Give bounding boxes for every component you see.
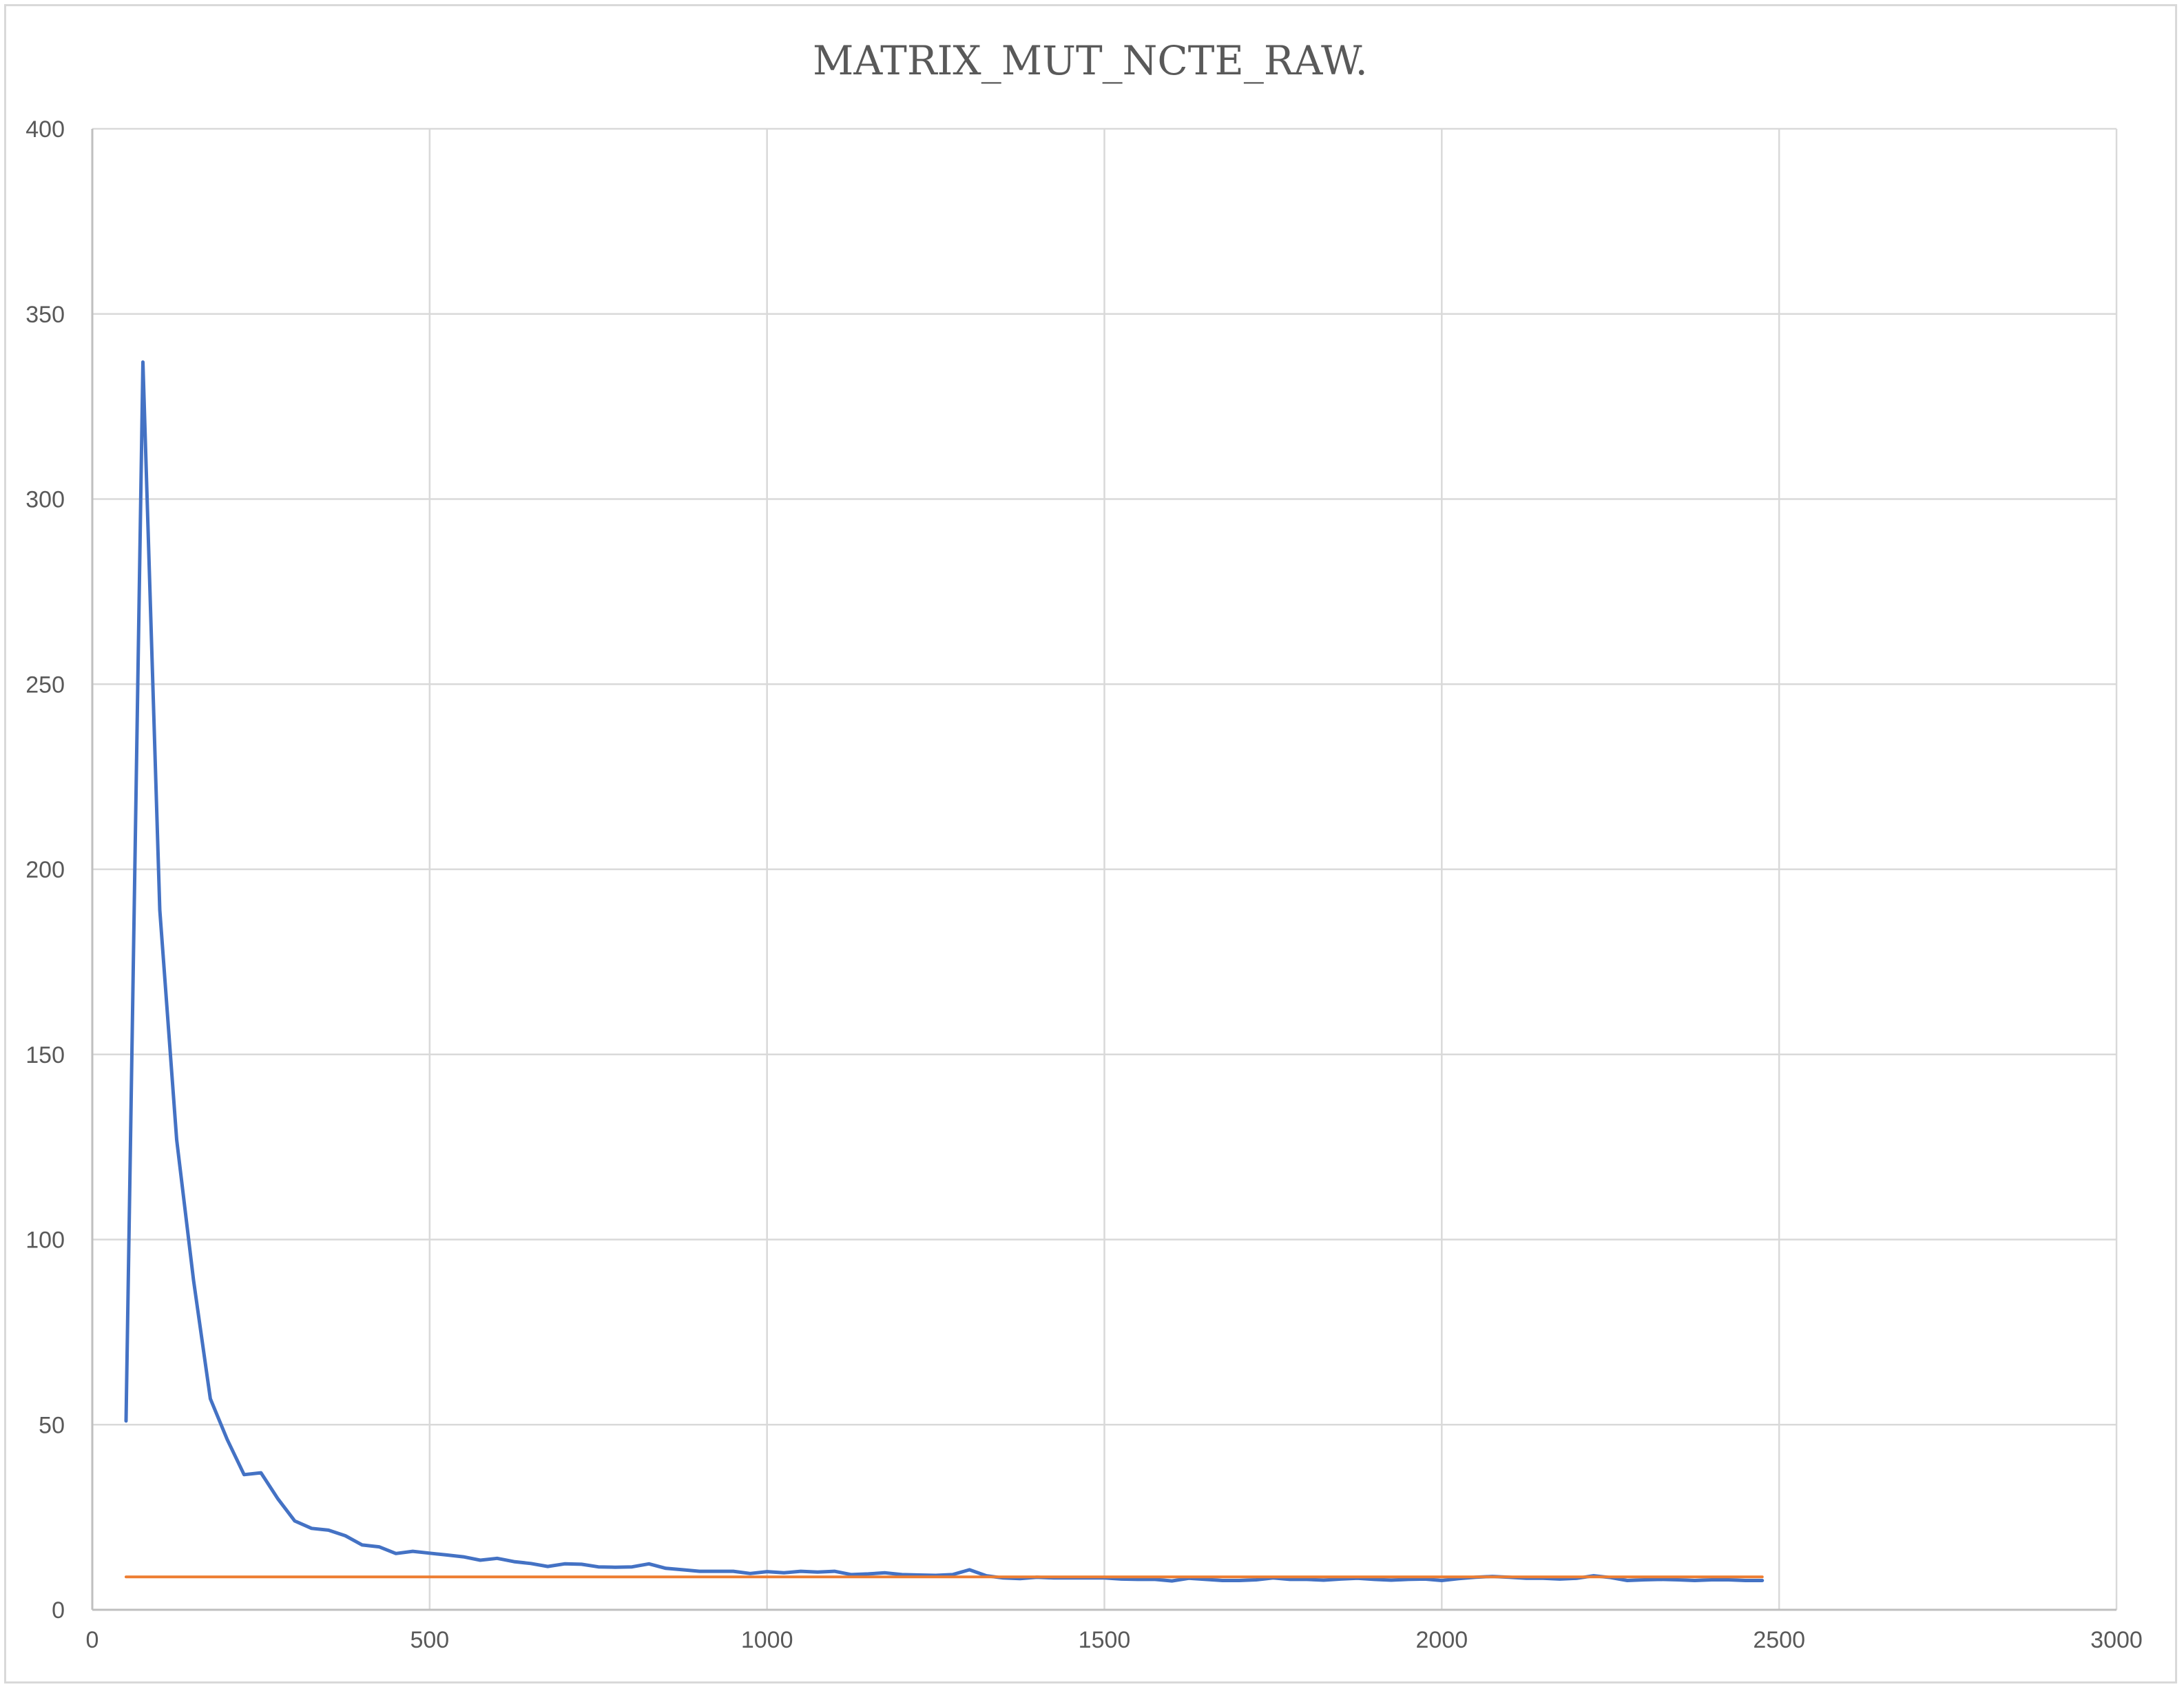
- y-tick-label-150: 150: [25, 1042, 65, 1068]
- x-tick-label-2500: 2500: [1753, 1627, 1805, 1653]
- y-tick-label-200: 200: [25, 857, 65, 883]
- axes: [91, 129, 2117, 1611]
- y-tick-label-250: 250: [25, 672, 65, 698]
- y-tick-label-50: 50: [39, 1412, 65, 1438]
- y-tick-label-300: 300: [25, 487, 65, 513]
- x-tick-label-3000: 3000: [2090, 1627, 2143, 1653]
- x-tick-label-2000: 2000: [1416, 1627, 1468, 1653]
- x-axis-tick-labels: 0 500 1000 1500 2000 2500 3000: [86, 1627, 2143, 1653]
- series-line-1: [124, 360, 1765, 1583]
- x-tick-label-0: 0: [86, 1627, 99, 1653]
- x-tick-label-1000: 1000: [741, 1627, 793, 1653]
- y-tick-label-0: 0: [52, 1597, 65, 1624]
- y-axis-tick-labels: 0 50 100 150 200 250 300 350 400: [25, 116, 65, 1624]
- y-tick-label-400: 400: [25, 116, 65, 143]
- y-tick-label-100: 100: [25, 1227, 65, 1254]
- x-tick-label-1500: 1500: [1079, 1627, 1131, 1653]
- data-series: [124, 360, 1765, 1583]
- gridlines: [91, 127, 2118, 1611]
- chart-title: MATRIX_MUT_NCTE_RAW.: [813, 37, 1368, 84]
- x-tick-label-500: 500: [410, 1627, 449, 1653]
- y-tick-label-350: 350: [25, 302, 65, 328]
- chart-frame: [4, 4, 2177, 1683]
